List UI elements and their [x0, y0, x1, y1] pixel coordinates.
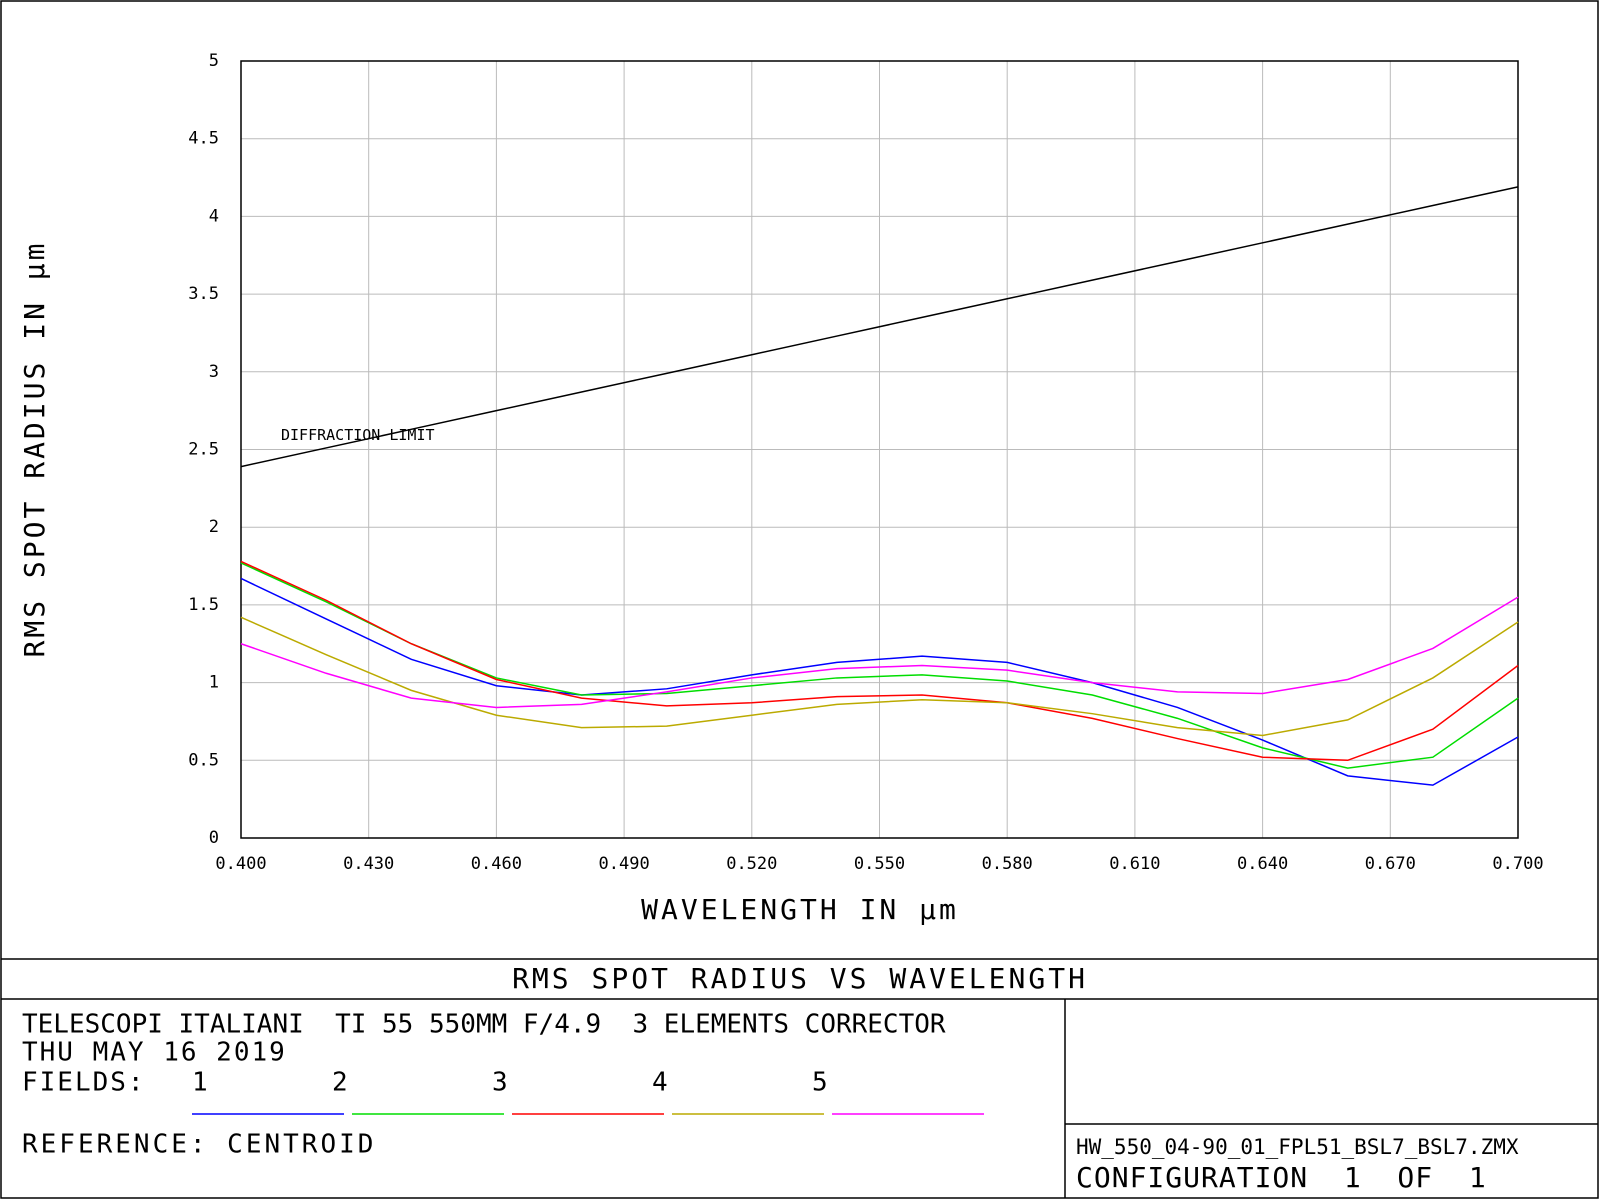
y-tick-label: 1.5: [188, 595, 219, 615]
y-tick-label: 0.5: [188, 750, 219, 770]
y-tick-label: 1: [209, 673, 219, 693]
configuration: CONFIGURATION 1 OF 1: [1076, 1161, 1487, 1194]
x-tick-label: 0.520: [726, 854, 777, 874]
y-axis-label: RMS SPOT RADIUS IN µm: [18, 240, 51, 657]
x-tick-label: 0.610: [1109, 854, 1160, 874]
series-line: [240, 560, 1519, 762]
y-tick-label: 2.5: [188, 440, 219, 460]
series-annotation: DIFFRACTION LIMIT: [281, 426, 435, 444]
plot-frame: [240, 60, 1519, 839]
x-tick-label: 0.400: [215, 854, 266, 874]
y-tick-label: 2: [209, 517, 219, 537]
y-tick-label: 4.5: [188, 129, 219, 149]
x-tick-label: 0.490: [599, 854, 650, 874]
legend-label: 4: [652, 1068, 668, 1098]
x-tick-label: 0.640: [1237, 854, 1288, 874]
y-tick-label: 5: [209, 51, 219, 71]
x-tick-label: 0.580: [982, 854, 1033, 874]
y-tick-label: 3: [209, 362, 219, 382]
y-tick-label: 3.5: [188, 284, 219, 304]
file-name: HW_550_04-90_01_FPL51_BSL7_BSL7.ZMX: [1076, 1135, 1519, 1159]
x-tick-label: 0.460: [471, 854, 522, 874]
footer-line: TELESCOPI ITALIANI TI 55 550MM F/4.9 3 E…: [22, 1010, 946, 1040]
legend-label: 2: [332, 1068, 348, 1098]
series-line: [240, 186, 1519, 468]
x-tick-label: 0.430: [343, 854, 394, 874]
y-tick-label: 0: [209, 828, 219, 848]
x-tick-label: 0.700: [1492, 854, 1543, 874]
legend-label: 1: [192, 1068, 208, 1098]
legend-label: 5: [812, 1068, 828, 1098]
legend-label: FIELDS:: [22, 1068, 146, 1098]
footer-line: THU MAY 16 2019: [22, 1038, 287, 1068]
x-tick-label: 0.670: [1365, 854, 1416, 874]
legend-label: 3: [492, 1068, 508, 1098]
chart-title: RMS SPOT RADIUS VS WAVELENGTH: [512, 962, 1088, 995]
x-tick-label: 0.550: [854, 854, 905, 874]
series-line: [240, 596, 1519, 709]
reference: REFERENCE: CENTROID: [22, 1130, 376, 1160]
y-tick-label: 4: [209, 206, 219, 226]
x-axis-label: WAVELENGTH IN µm: [641, 893, 959, 926]
